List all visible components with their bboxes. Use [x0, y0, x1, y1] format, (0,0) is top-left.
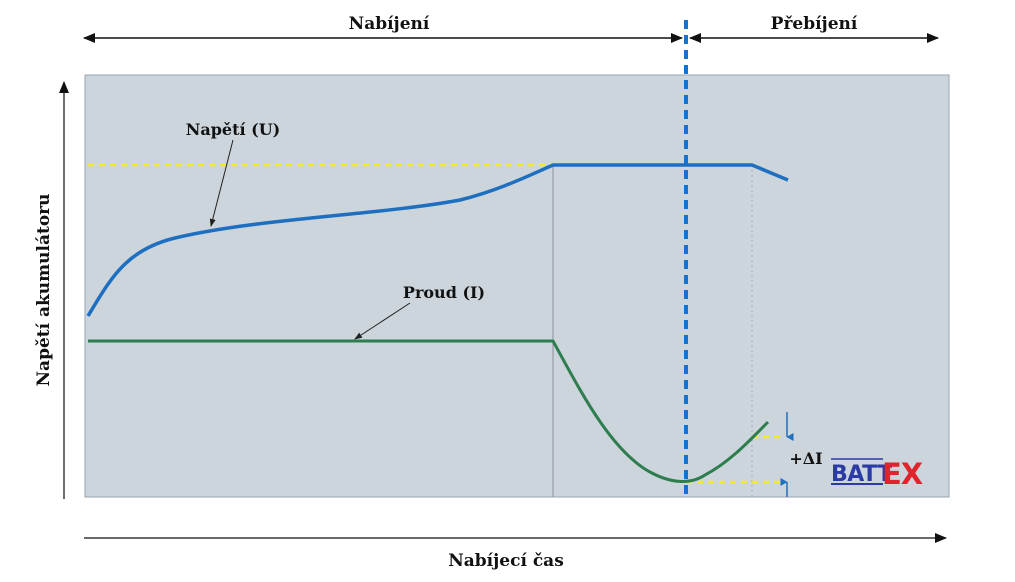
voltage-curve: [86, 163, 789, 317]
svg-text:BATT: BATT: [831, 462, 892, 487]
svg-text:EX: EX: [882, 457, 923, 491]
current-curve: [88, 339, 770, 483]
x-axis-label: Nabíjecí čas: [448, 551, 564, 571]
current-leader-arrow: [354, 302, 411, 340]
battex-logo: BATT EX: [831, 457, 924, 491]
current-curve-label: Proud (I): [403, 283, 485, 302]
voltage-curve-label: Napětí (U): [186, 120, 281, 139]
plot-area: [84, 74, 950, 498]
y-axis-label: Napětí akumulátoru: [34, 194, 54, 387]
delta-current-label: +ΔI: [789, 449, 822, 468]
phase-charging-label: Nabíjení: [349, 14, 430, 34]
phase-overcharge-label: Přebíjení: [771, 14, 858, 34]
voltage-leader-arrow: [209, 139, 234, 227]
